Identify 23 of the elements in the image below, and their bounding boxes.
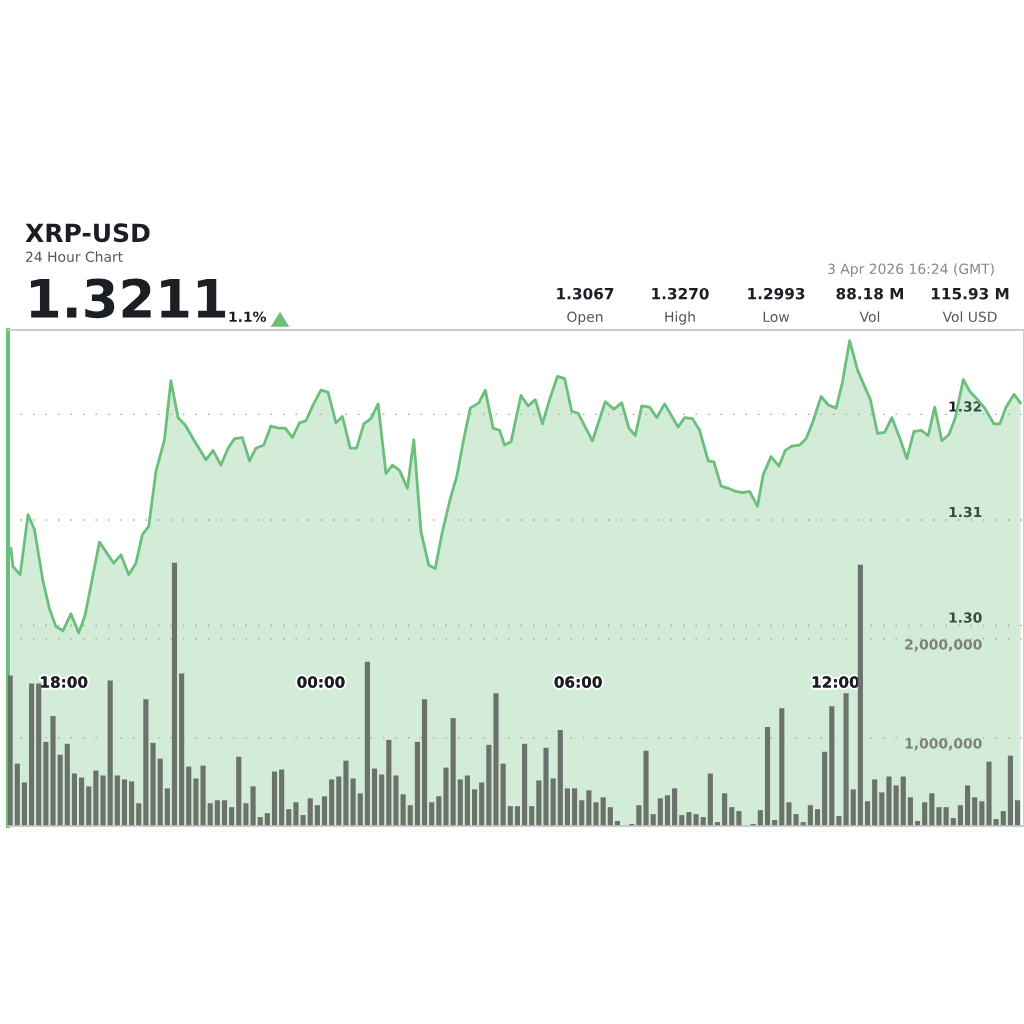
text: 3 Apr 2026 16:24 (GMT)	[828, 263, 994, 277]
x-tick-label: 06:00	[554, 676, 602, 688]
text: Vol USD	[942, 311, 997, 323]
text: High	[665, 311, 695, 325]
text: 1.3211	[30, 278, 226, 319]
text: Low	[763, 311, 790, 323]
y-tick-label: 1.30	[949, 612, 982, 623]
x-tick-label: 00:00	[297, 676, 345, 688]
chart-subtitle: 24 Hour Chart	[26, 251, 123, 263]
x-tick-label: 12:00	[812, 676, 859, 688]
text: 88.18 M	[836, 287, 904, 300]
text: 1.3270	[652, 287, 709, 300]
chart-title: XRP-USD	[25, 223, 150, 243]
text: Vol	[859, 311, 880, 323]
text: 1.1%	[229, 311, 267, 323]
y2-tick-label: 1,000,000	[905, 738, 982, 751]
x-tick-label: 18:00	[41, 676, 88, 688]
text: 115.93 M	[931, 287, 1009, 300]
text: Open	[567, 311, 603, 325]
text: 1.2993	[748, 287, 805, 300]
text: 1.3067	[557, 287, 614, 300]
y-tick-label: 1.31	[949, 506, 982, 518]
y2-tick-label: 2,000,000	[905, 639, 982, 652]
